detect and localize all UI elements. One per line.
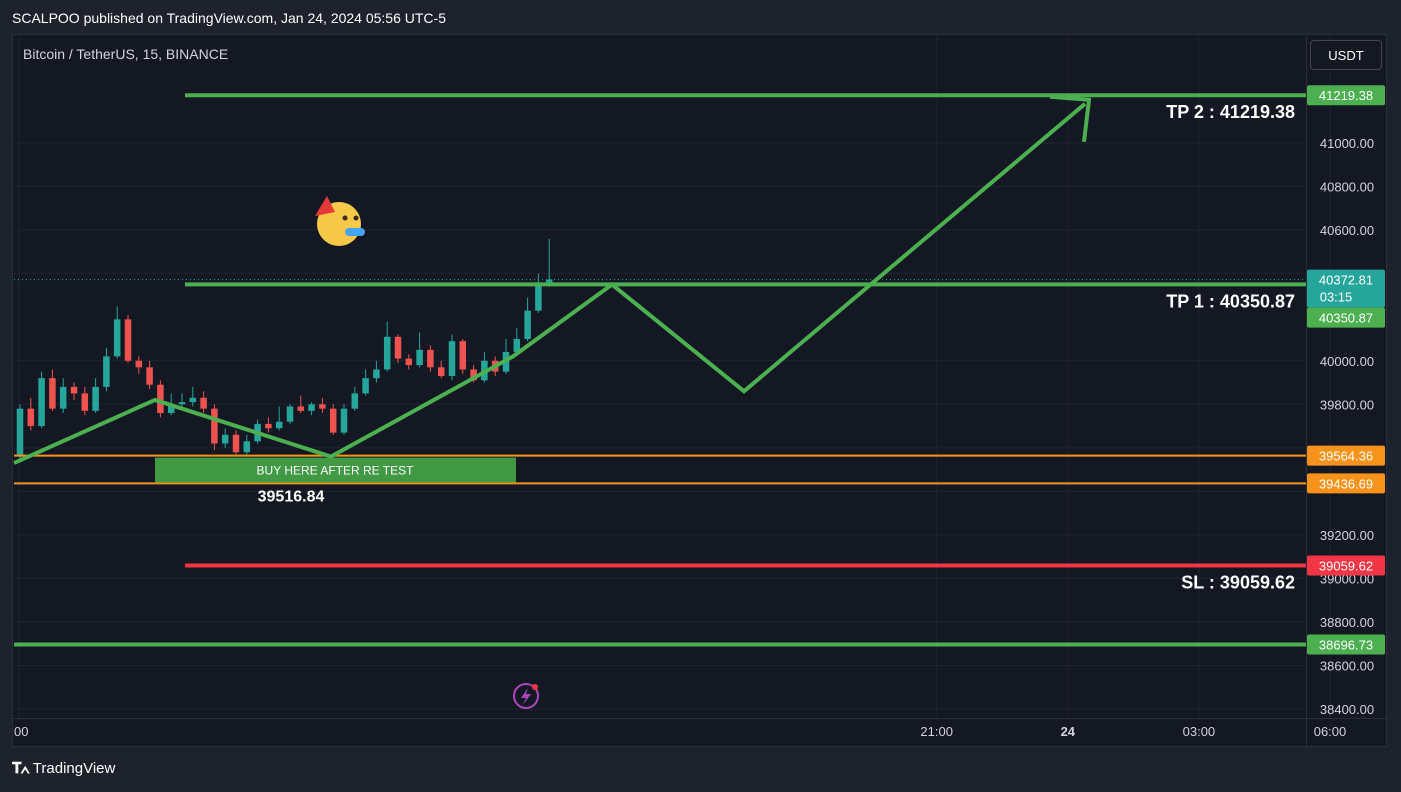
candle[interactable] — [437, 367, 445, 376]
party-hat-icon — [315, 196, 335, 216]
candle[interactable] — [362, 378, 369, 394]
candle[interactable] — [416, 349, 423, 366]
candle[interactable] — [427, 349, 434, 368]
price-tick-label: 39200.00 — [1320, 528, 1374, 543]
tp1-price-tag: 40350.87 — [1319, 311, 1373, 326]
tradingview-brand[interactable]: 𝐓∧ TradingView — [12, 760, 115, 777]
candle[interactable] — [124, 319, 132, 361]
candle[interactable] — [308, 404, 315, 411]
price-tick-label: 39800.00 — [1320, 397, 1374, 412]
candle[interactable] — [286, 406, 294, 422]
publish-header: SCALPOO published on TradingView.com, Ja… — [12, 10, 446, 26]
candle[interactable] — [535, 282, 542, 311]
emoji-eye — [353, 215, 359, 221]
zone-low-label: 39516.84 — [258, 488, 325, 505]
candle[interactable] — [16, 408, 24, 457]
level-label: TP 1 : 40350.87 — [1166, 291, 1295, 311]
level-price-tag-bg — [1307, 634, 1385, 655]
arrow-head-icon — [1049, 94, 1092, 143]
symbol-title[interactable]: Bitcoin / TetherUS, 15, BINANCE — [23, 46, 229, 62]
level-price-tag-bg — [1307, 445, 1385, 466]
tp1-price-tag-bg — [1307, 307, 1385, 328]
current-price-tag: 40372.81 — [1319, 273, 1373, 288]
bar-countdown: 03:15 — [1320, 290, 1353, 305]
candle[interactable] — [265, 423, 272, 429]
candle[interactable] — [178, 402, 186, 405]
candle[interactable] — [394, 336, 402, 359]
candle[interactable] — [211, 408, 218, 444]
level-price-tag-bg — [1307, 473, 1385, 494]
candle[interactable] — [157, 384, 164, 414]
buy-zone[interactable] — [155, 457, 516, 483]
candle[interactable] — [81, 393, 89, 411]
candle[interactable] — [297, 406, 305, 411]
party-horn-icon — [345, 228, 365, 236]
current-price-tag-bg — [1307, 269, 1385, 308]
candle[interactable] — [200, 397, 207, 409]
candle[interactable] — [470, 369, 477, 381]
projection-path[interactable] — [13, 102, 1087, 465]
candle[interactable] — [373, 369, 380, 379]
time-tick-label: 03:00 — [1183, 724, 1216, 739]
price-tick-label: 38400.00 — [1320, 702, 1374, 717]
candle[interactable] — [146, 367, 153, 385]
candle[interactable] — [329, 408, 337, 433]
level-label: TP 2 : 41219.38 — [1166, 102, 1295, 122]
event-dot — [532, 684, 538, 690]
time-tick-label: 06:00 — [1314, 724, 1347, 739]
level-price-tag-bg — [1307, 85, 1385, 106]
candle[interactable] — [545, 279, 553, 283]
candle[interactable] — [275, 421, 283, 429]
level-price-tag-bg — [1307, 555, 1385, 576]
price-tick-label: 38800.00 — [1320, 615, 1374, 630]
candle[interactable] — [38, 378, 45, 427]
candle[interactable] — [221, 434, 229, 444]
candle[interactable] — [448, 341, 456, 376]
price-tick-label: 38600.00 — [1320, 659, 1374, 674]
price-tick-label: 40600.00 — [1320, 223, 1374, 238]
candle[interactable] — [232, 434, 240, 453]
level-price-tag: 38696.73 — [1319, 638, 1373, 653]
price-tick-label: 40800.00 — [1320, 180, 1374, 195]
time-tick-label: 24 — [1061, 724, 1076, 739]
candle[interactable] — [383, 336, 391, 370]
candle[interactable] — [103, 356, 110, 387]
candle[interactable] — [27, 408, 35, 427]
candle[interactable] — [340, 408, 348, 433]
event-lightning-icon[interactable] — [513, 683, 539, 709]
brand-name: TradingView — [32, 760, 116, 777]
candle[interactable] — [92, 386, 99, 411]
candle[interactable] — [49, 378, 56, 409]
candle[interactable] — [319, 404, 326, 409]
candle[interactable] — [59, 386, 67, 409]
level-price-tag: 39059.62 — [1319, 559, 1373, 574]
level-price-tag: 39564.36 — [1319, 449, 1373, 464]
emoji-eye — [342, 215, 348, 221]
candle[interactable] — [459, 341, 467, 370]
time-tick-label: 00 — [14, 724, 28, 739]
candle[interactable] — [167, 404, 175, 414]
level-price-tag: 39436.69 — [1319, 476, 1373, 491]
tradingview-logo-icon: 𝐓∧ — [12, 760, 30, 777]
candle[interactable] — [351, 393, 359, 409]
candle[interactable] — [243, 441, 251, 453]
currency-button[interactable]: USDT — [1310, 40, 1382, 70]
candle[interactable] — [524, 310, 531, 339]
candle[interactable] — [405, 358, 413, 366]
candle[interactable] — [70, 386, 78, 394]
candle[interactable] — [135, 360, 143, 368]
price-tick-label: 41000.00 — [1320, 136, 1374, 151]
candle[interactable] — [113, 319, 121, 357]
level-label: SL : 39059.62 — [1181, 573, 1295, 593]
candle[interactable] — [513, 338, 521, 353]
lightning-bolt-icon — [521, 688, 531, 705]
time-tick-label: 21:00 — [920, 724, 953, 739]
price-tick-label: 40000.00 — [1320, 354, 1374, 369]
level-price-tag: 41219.38 — [1319, 88, 1373, 103]
candle[interactable] — [189, 397, 197, 403]
chart-frame — [12, 34, 1387, 747]
buy-zone-label: BUY HERE AFTER RE TEST — [257, 464, 415, 478]
